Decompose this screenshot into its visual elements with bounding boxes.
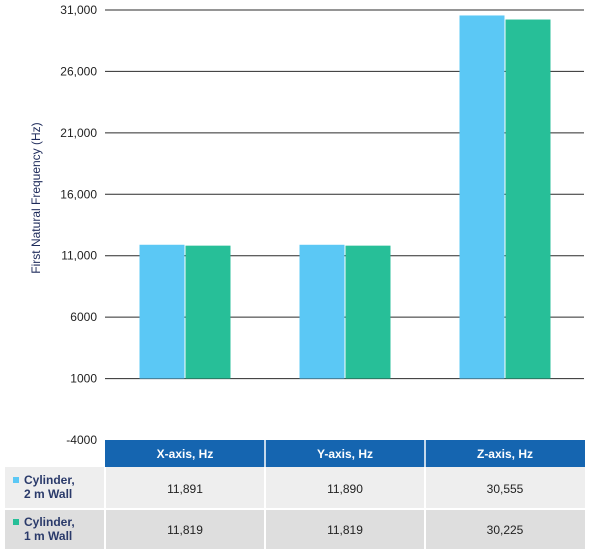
- column-header: Y-axis, Hz: [317, 447, 373, 461]
- data-label: 30,555: [487, 482, 524, 496]
- bar-2-1: [185, 245, 231, 379]
- y-tick-label: 21,000: [60, 126, 97, 140]
- y-tick-label: 16,000: [60, 187, 97, 201]
- y-tick-label: 31,000: [60, 3, 97, 17]
- y-tick-label: 6000: [70, 310, 97, 324]
- data-label: 30,225: [487, 523, 524, 537]
- table-header-bg: [105, 440, 585, 467]
- table-row-bg: [5, 467, 585, 509]
- legend-swatch: [13, 477, 19, 483]
- legend-label: 1 m Wall: [24, 529, 72, 543]
- y-tick-label: 11,000: [61, 249, 97, 263]
- column-header: X-axis, Hz: [157, 447, 214, 461]
- bar-2-3: [505, 19, 551, 379]
- y-axis-label: First Natural Frequency (Hz): [29, 122, 43, 273]
- data-label: 11,819: [327, 523, 363, 537]
- table-row-bg: [5, 509, 585, 549]
- legend-swatch: [13, 519, 19, 525]
- column-header: Z-axis, Hz: [477, 447, 533, 461]
- legend-label: Cylinder,: [24, 515, 75, 529]
- y-tick-label: 26,000: [60, 64, 97, 78]
- bar-1-1: [139, 244, 185, 379]
- bar-2-2: [345, 245, 391, 379]
- y-tick-label: 1000: [70, 372, 97, 386]
- bar-1-3: [459, 15, 505, 379]
- legend-label: Cylinder,: [24, 473, 75, 487]
- data-label: 11,890: [327, 482, 363, 496]
- bar-1-2: [299, 244, 345, 379]
- legend-label: 2 m Wall: [24, 487, 72, 501]
- data-label: 11,819: [167, 523, 203, 537]
- data-label: 11,891: [167, 482, 203, 496]
- y-tick-label: -4000: [66, 433, 97, 447]
